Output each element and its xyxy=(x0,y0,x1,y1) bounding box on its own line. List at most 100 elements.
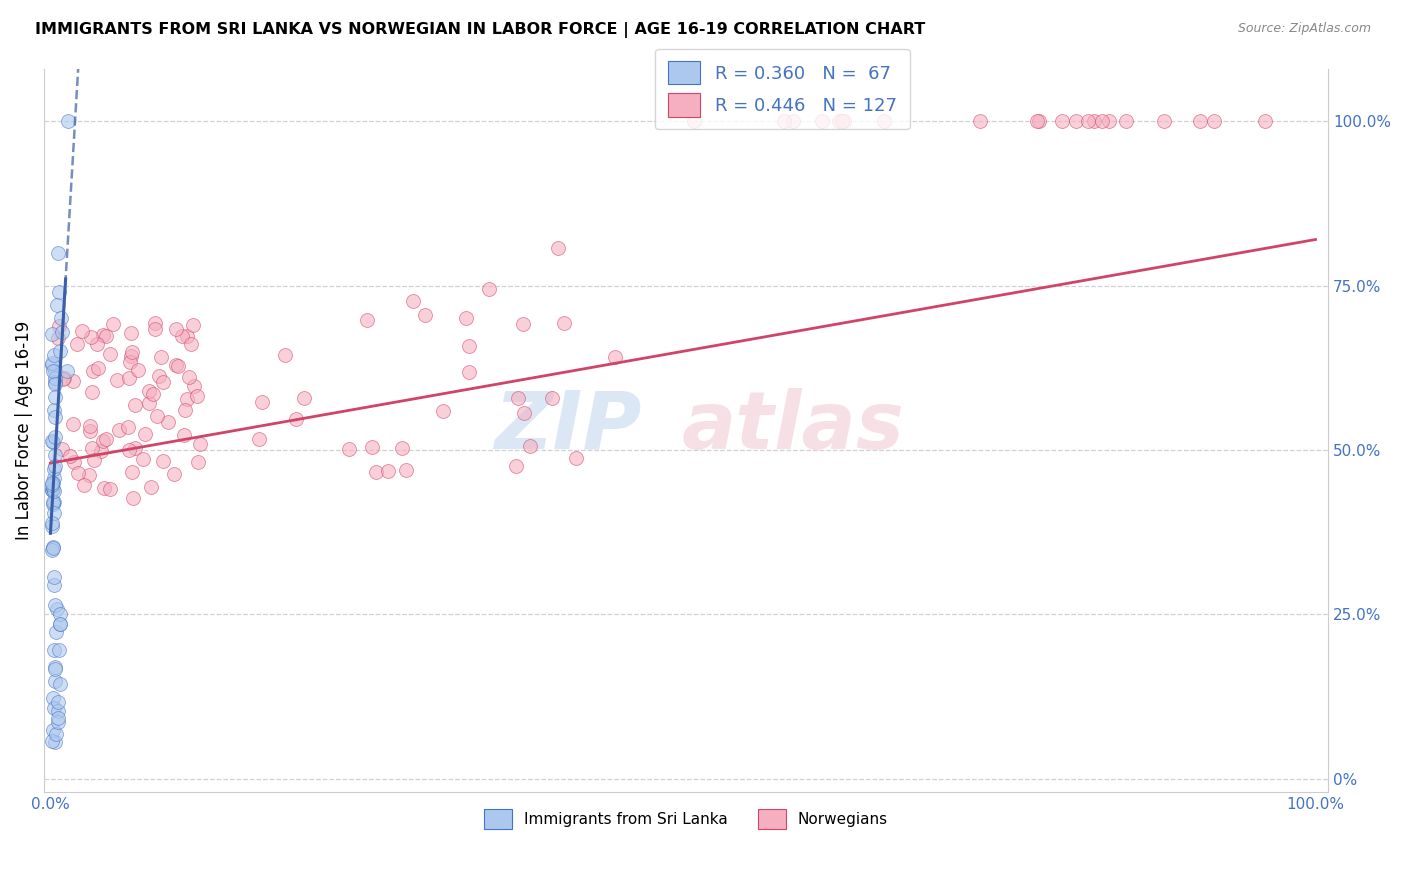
Point xyxy=(44,402,66,417)
Text: atlas: atlas xyxy=(682,388,904,466)
Point xyxy=(117,419,139,434)
Point xyxy=(969,114,991,128)
Point xyxy=(80,330,103,344)
Point xyxy=(41,483,63,497)
Point xyxy=(163,467,186,481)
Point xyxy=(79,425,101,439)
Point xyxy=(59,449,82,463)
Point xyxy=(181,318,204,332)
Point xyxy=(45,624,67,639)
Point xyxy=(274,348,297,362)
Point xyxy=(91,328,114,343)
Point xyxy=(121,344,143,359)
Point xyxy=(395,463,418,477)
Point xyxy=(41,519,63,533)
Point xyxy=(82,364,104,378)
Point xyxy=(361,440,384,454)
Point xyxy=(41,359,63,373)
Point xyxy=(121,491,143,505)
Point xyxy=(810,114,832,128)
Point xyxy=(143,321,166,335)
Point xyxy=(832,114,855,128)
Point xyxy=(541,391,564,405)
Point xyxy=(79,419,101,434)
Point xyxy=(42,498,65,512)
Point xyxy=(337,442,360,456)
Point xyxy=(41,516,63,531)
Text: Source: ZipAtlas.com: Source: ZipAtlas.com xyxy=(1237,22,1371,36)
Point xyxy=(1115,114,1137,128)
Point xyxy=(49,677,72,691)
Legend: Immigrants from Sri Lanka, Norwegians: Immigrants from Sri Lanka, Norwegians xyxy=(478,803,894,835)
Point xyxy=(44,459,66,474)
Point xyxy=(402,293,425,308)
Point xyxy=(142,387,165,401)
Point xyxy=(42,540,65,554)
Point xyxy=(124,398,146,412)
Point xyxy=(165,322,187,336)
Point xyxy=(118,443,141,458)
Point xyxy=(150,350,173,364)
Point xyxy=(782,114,804,128)
Point xyxy=(44,642,66,657)
Point xyxy=(772,114,794,128)
Point xyxy=(177,370,200,384)
Point xyxy=(292,392,315,406)
Point xyxy=(1064,114,1087,128)
Point xyxy=(80,441,103,455)
Point xyxy=(42,348,65,362)
Point xyxy=(364,466,387,480)
Point xyxy=(66,467,89,481)
Point xyxy=(63,455,86,469)
Point xyxy=(432,403,454,417)
Point xyxy=(44,660,66,674)
Point xyxy=(683,114,706,128)
Point xyxy=(188,437,211,451)
Point xyxy=(42,570,65,584)
Point xyxy=(46,298,69,312)
Point xyxy=(77,468,100,483)
Point xyxy=(52,372,75,386)
Point xyxy=(377,464,399,478)
Point xyxy=(391,441,413,455)
Point xyxy=(44,410,66,425)
Point xyxy=(457,366,479,380)
Point xyxy=(53,371,76,385)
Point xyxy=(83,453,105,467)
Point xyxy=(87,360,110,375)
Point xyxy=(93,481,115,495)
Point xyxy=(1254,114,1277,128)
Point xyxy=(41,483,63,497)
Point xyxy=(458,338,481,352)
Point xyxy=(46,331,69,345)
Point xyxy=(118,355,141,369)
Point xyxy=(41,734,63,748)
Point xyxy=(98,346,121,360)
Point xyxy=(73,478,96,492)
Point xyxy=(186,388,208,402)
Point xyxy=(49,616,72,631)
Point xyxy=(44,390,66,404)
Point xyxy=(44,674,66,689)
Point xyxy=(56,364,79,378)
Point xyxy=(46,695,69,709)
Point xyxy=(118,371,141,385)
Point xyxy=(49,344,72,359)
Point xyxy=(42,495,65,509)
Point xyxy=(512,318,534,332)
Point xyxy=(66,336,89,351)
Point xyxy=(107,373,129,387)
Point xyxy=(49,607,72,621)
Point xyxy=(124,441,146,455)
Point xyxy=(46,711,69,725)
Point xyxy=(1188,114,1211,128)
Point xyxy=(42,434,65,449)
Point xyxy=(547,241,569,255)
Point xyxy=(42,691,65,706)
Point xyxy=(48,319,70,334)
Point xyxy=(51,325,73,339)
Point xyxy=(1098,114,1121,128)
Point xyxy=(176,329,198,343)
Point xyxy=(156,415,179,429)
Point xyxy=(41,477,63,491)
